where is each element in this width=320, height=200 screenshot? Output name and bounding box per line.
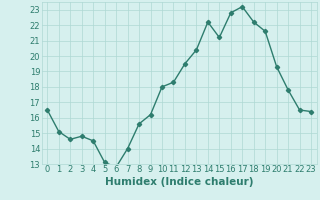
X-axis label: Humidex (Indice chaleur): Humidex (Indice chaleur) xyxy=(105,177,253,187)
